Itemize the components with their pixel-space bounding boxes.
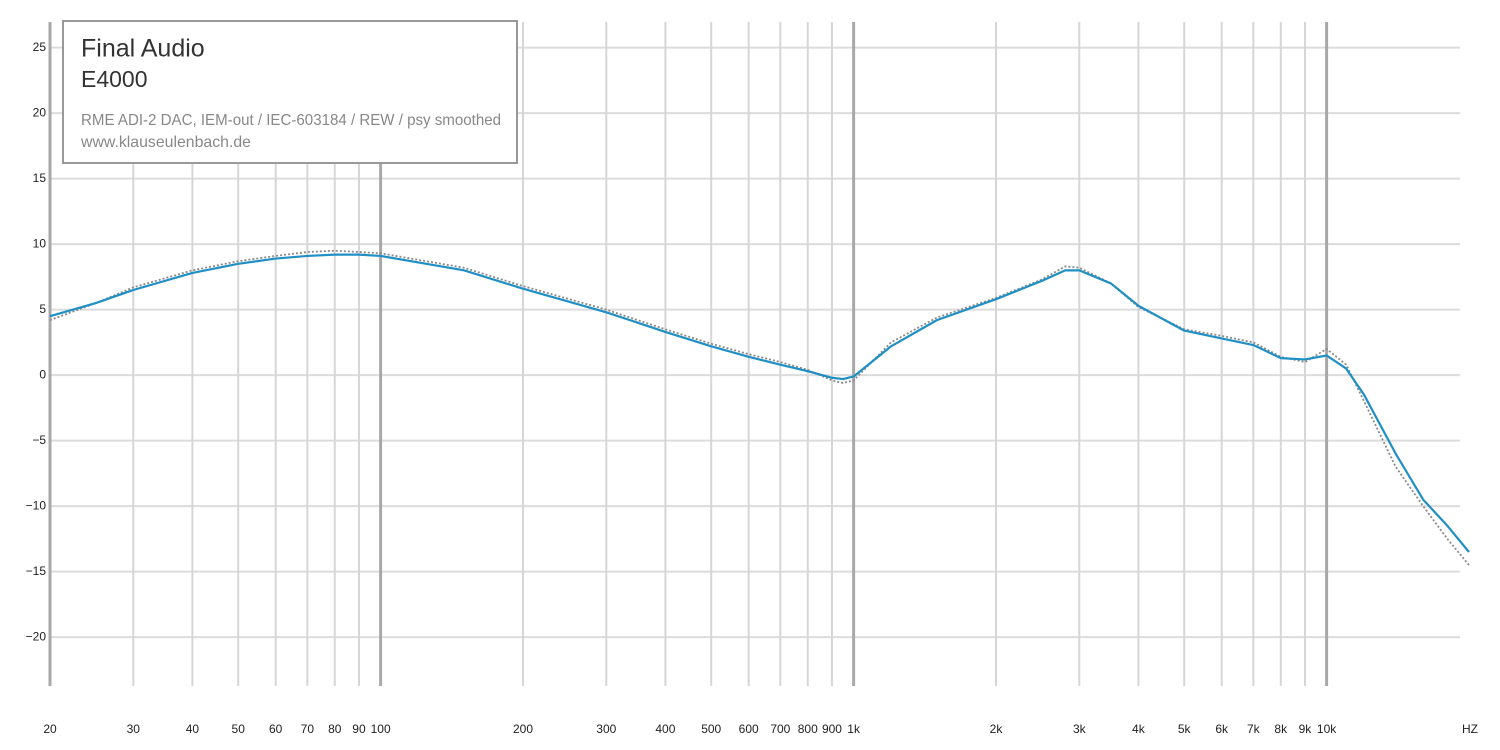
x-tick-label: 60 <box>269 722 283 736</box>
x-tick-label: 2k <box>990 722 1004 736</box>
x-tick-label: 7k <box>1247 722 1261 736</box>
x-tick-label: 700 <box>770 722 790 736</box>
series-line <box>49 249 1470 566</box>
x-tick-label: 50 <box>232 722 246 736</box>
annotation: www.klauseulenbach.de <box>80 134 251 151</box>
x-tick-label: 600 <box>739 722 759 736</box>
x-tick-label: 70 <box>301 722 315 736</box>
x-tick-label: 5k <box>1178 722 1192 736</box>
chart-title: Final Audio <box>81 35 205 63</box>
chart-subtitle: E4000 <box>81 66 148 92</box>
x-tick-label: 400 <box>655 722 675 736</box>
x-tick-label: 1k <box>847 722 861 736</box>
x-tick-label: 800 <box>798 722 818 736</box>
y-tick-label: −15 <box>26 564 47 578</box>
y-tick-label: −20 <box>26 629 47 643</box>
x-tick-label: 200 <box>513 722 533 736</box>
x-tick-label: 100 <box>371 722 391 736</box>
y-tick-label: 15 <box>33 171 47 185</box>
x-tick-label: 300 <box>596 722 616 736</box>
x-tick-label: 500 <box>701 722 721 736</box>
y-tick-label: −5 <box>32 433 46 447</box>
x-tick-label: 90 <box>352 722 366 736</box>
y-tick-label: 5 <box>39 302 46 316</box>
x-tick-label: 40 <box>186 722 200 736</box>
series-line <box>49 253 1470 553</box>
x-tick-label: 3k <box>1073 722 1087 736</box>
x-tick-label: 80 <box>328 722 342 736</box>
y-tick-label: 0 <box>39 367 46 381</box>
x-tick-label: 900 <box>822 722 842 736</box>
x-tick-label: 10k <box>1317 722 1337 736</box>
x-tick-label: 4k <box>1132 722 1146 736</box>
x-axis-label: HZ <box>1462 722 1478 736</box>
annotation: RME ADI-2 DAC, IEM-out / IEC-603184 / RE… <box>81 112 501 129</box>
x-tick-label: 8k <box>1274 722 1288 736</box>
y-tick-label: 10 <box>33 236 47 250</box>
x-tick-label: 20 <box>43 722 57 736</box>
x-tick-label: 30 <box>127 722 141 736</box>
y-tick-label: 20 <box>33 105 47 119</box>
y-tick-label: −10 <box>26 498 47 512</box>
info-box <box>62 20 518 164</box>
y-tick-label: 25 <box>33 40 47 54</box>
x-tick-label: 6k <box>1215 722 1229 736</box>
x-tick-label: 9k <box>1299 722 1313 736</box>
lines <box>49 249 1470 566</box>
